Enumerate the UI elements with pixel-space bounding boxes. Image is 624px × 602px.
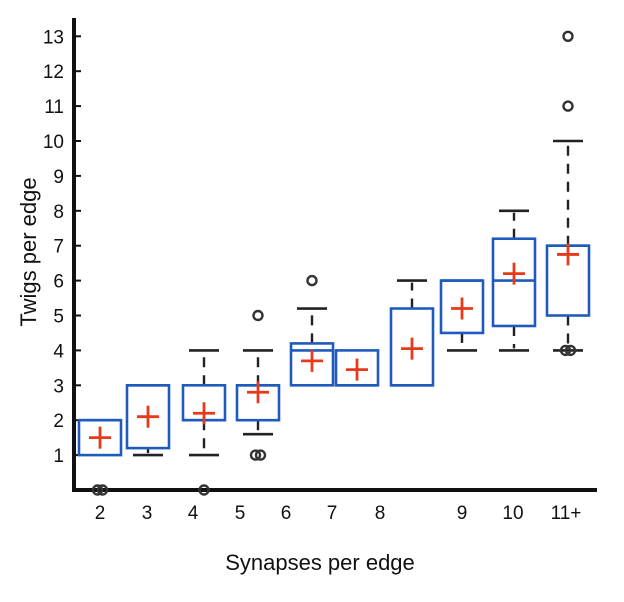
box-group-7 [334, 349, 380, 387]
x-tick-label: 2 [95, 503, 106, 524]
box-iqr [289, 342, 335, 387]
outlier-point [559, 344, 572, 357]
x-tick-label: 10 [502, 503, 523, 524]
box-group-8 [389, 279, 435, 387]
outlier-point [254, 449, 267, 461]
outlier-point [564, 344, 577, 357]
x-tick-label: 3 [142, 503, 153, 524]
y-tick-label: 13 [43, 27, 64, 48]
outlier-point [306, 274, 318, 287]
box-group-6 [289, 274, 335, 387]
x-axis-title: Synapses per edge [225, 550, 415, 575]
x-tick-label: 11+ [551, 503, 582, 524]
y-tick-label: 10 [43, 132, 64, 153]
y-tick-label: 11 [44, 97, 64, 118]
y-tick-label: 2 [53, 411, 64, 432]
outlier-point [252, 309, 264, 322]
box-group-10 [491, 209, 537, 352]
box-group-5 [235, 309, 281, 461]
x-tick-label: 6 [281, 503, 292, 524]
y-tick-label: 7 [53, 237, 64, 258]
box-iqr [491, 237, 537, 328]
y-tick-label: 1 [53, 446, 64, 467]
y-axis-title: Twigs per edge [16, 177, 41, 326]
x-tick-label: 8 [375, 503, 386, 524]
y-tick-label: 5 [53, 307, 64, 328]
box-group-9 [439, 279, 485, 352]
y-tick-label: 12 [43, 62, 64, 83]
outlier-point [96, 484, 109, 496]
y-tick-label: 4 [53, 341, 64, 362]
box-group-11plus [545, 30, 591, 357]
x-tick-label: 7 [327, 503, 338, 524]
outlier-point [198, 484, 210, 496]
axes [72, 18, 597, 492]
box-group-4 [181, 349, 227, 496]
outlier-point [91, 484, 104, 496]
x-tick-label: 4 [188, 503, 199, 524]
y-tick-label: 6 [53, 272, 64, 293]
outlier-point [249, 449, 262, 461]
x-tick-label: 9 [457, 503, 468, 524]
box-group-3 [125, 383, 171, 457]
y-tick-label: 8 [53, 202, 64, 223]
outlier-point [562, 30, 574, 42]
x-ticks: 2 3 4 5 6 7 8 9 10 11+ [95, 503, 582, 524]
x-tick-label: 5 [235, 503, 246, 524]
boxes [77, 30, 591, 496]
y-tick-label: 3 [53, 376, 64, 397]
y-tick-label: 9 [53, 167, 64, 188]
box-group-2 [77, 418, 123, 496]
outlier-point [562, 100, 574, 112]
